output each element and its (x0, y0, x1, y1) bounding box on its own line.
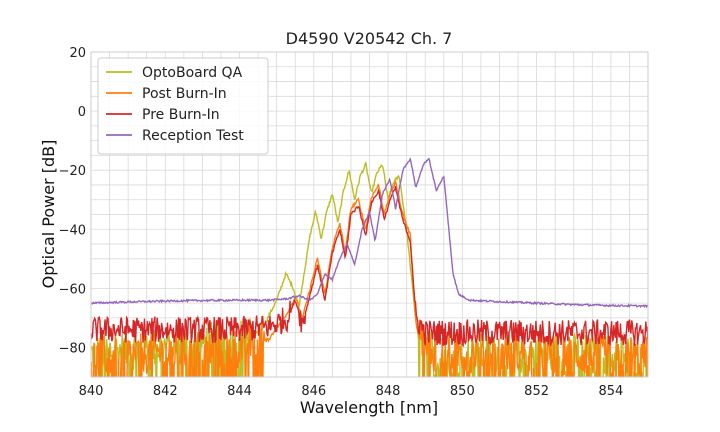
x-tick-label: 844 (227, 384, 252, 399)
y-tick-label: −40 (59, 223, 86, 238)
x-tick-label: 846 (301, 384, 326, 399)
y-tick-label: 20 (69, 46, 86, 61)
series-line-4 (91, 157, 648, 309)
y-tick-label: −60 (59, 282, 86, 297)
chart-title: D4590 V20542 Ch. 7 (286, 29, 453, 48)
y-tick-label: −80 (59, 341, 86, 356)
y-axis-label: Optical Power [dB] (39, 140, 58, 289)
legend-label: Post Burn-In (142, 86, 227, 102)
legend-box (97, 57, 269, 155)
x-axis-label: Wavelength [nm] (300, 398, 438, 417)
legend: OptoBoard QA Post Burn-In Pre Burn-In Recep… (97, 57, 269, 155)
x-tick-label: 852 (524, 384, 549, 399)
y-tick-label: 0 (78, 105, 86, 120)
legend-label: Pre Burn-In (142, 107, 220, 123)
x-tick-label: 854 (598, 384, 623, 399)
plot-frame (90, 51, 649, 378)
x-tick-label: 848 (376, 384, 401, 399)
x-tick-label: 840 (79, 384, 104, 399)
x-tick-label: 850 (450, 384, 475, 399)
y-tick-labels: 20 0 −20 −40 −60 −80 (59, 46, 86, 356)
series-layer (91, 157, 648, 377)
y-tick-label: −20 (59, 164, 86, 179)
legend-label: OptoBoard QA (142, 65, 243, 81)
x-tick-labels: 840 842 844 846 848 850 852 854 (79, 384, 624, 399)
legend-label: Reception Test (142, 128, 244, 144)
x-tick-label: 842 (153, 384, 178, 399)
